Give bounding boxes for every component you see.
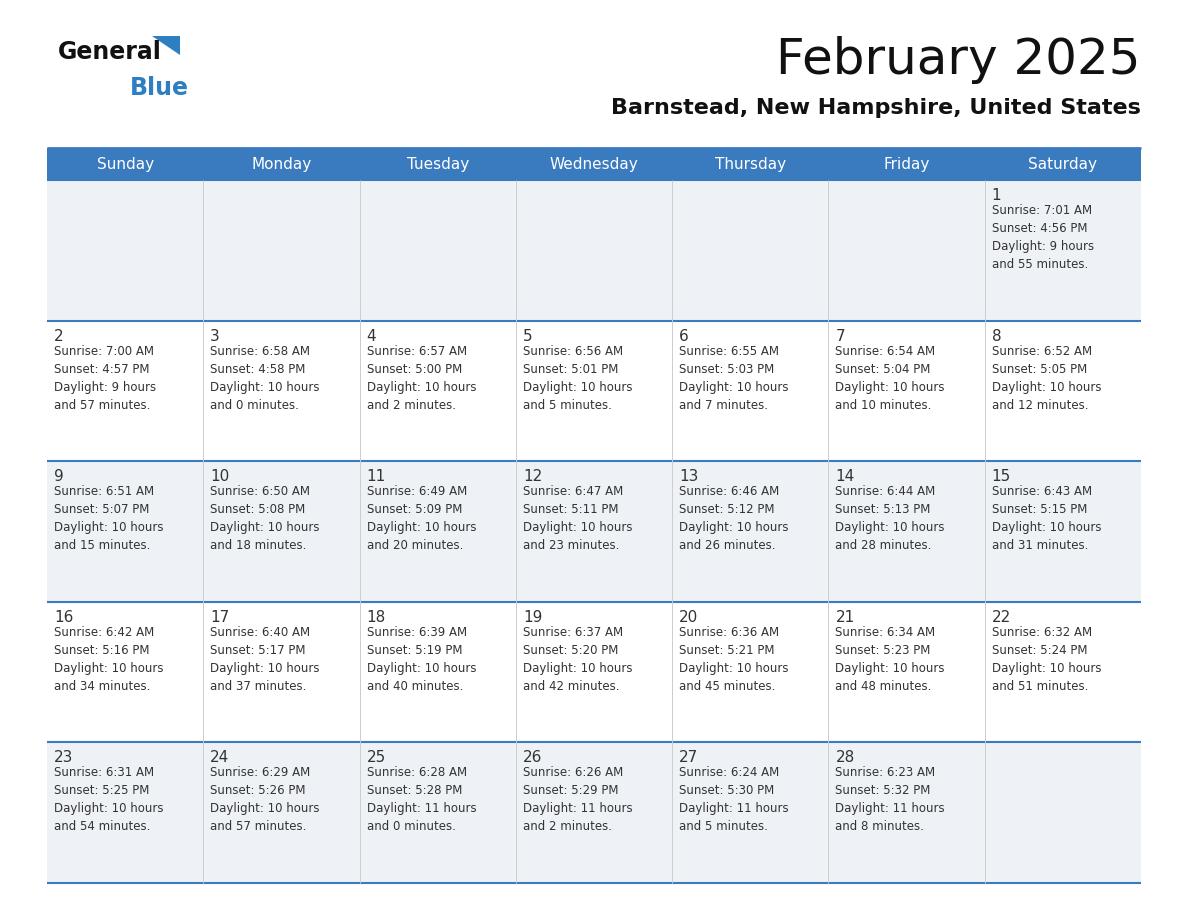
Text: 1: 1 [992,188,1001,203]
Text: Sunrise: 6:44 AM
Sunset: 5:13 PM
Daylight: 10 hours
and 28 minutes.: Sunrise: 6:44 AM Sunset: 5:13 PM Dayligh… [835,486,944,553]
Text: Sunrise: 6:56 AM
Sunset: 5:01 PM
Daylight: 10 hours
and 5 minutes.: Sunrise: 6:56 AM Sunset: 5:01 PM Dayligh… [523,344,632,411]
Text: 28: 28 [835,750,854,766]
Text: Sunrise: 7:00 AM
Sunset: 4:57 PM
Daylight: 9 hours
and 57 minutes.: Sunrise: 7:00 AM Sunset: 4:57 PM Dayligh… [53,344,156,411]
Text: Sunrise: 6:47 AM
Sunset: 5:11 PM
Daylight: 10 hours
and 23 minutes.: Sunrise: 6:47 AM Sunset: 5:11 PM Dayligh… [523,486,632,553]
Bar [48,743,1140,883]
Text: 15: 15 [992,469,1011,484]
Text: 20: 20 [680,610,699,625]
Text: Sunrise: 6:58 AM
Sunset: 4:58 PM
Daylight: 10 hours
and 0 minutes.: Sunrise: 6:58 AM Sunset: 4:58 PM Dayligh… [210,344,320,411]
Text: 23: 23 [53,750,74,766]
Text: Sunrise: 6:57 AM
Sunset: 5:00 PM
Daylight: 10 hours
and 2 minutes.: Sunrise: 6:57 AM Sunset: 5:00 PM Dayligh… [367,344,476,411]
Text: Sunrise: 6:42 AM
Sunset: 5:16 PM
Daylight: 10 hours
and 34 minutes.: Sunrise: 6:42 AM Sunset: 5:16 PM Dayligh… [53,626,164,693]
Text: Sunrise: 6:43 AM
Sunset: 5:15 PM
Daylight: 10 hours
and 31 minutes.: Sunrise: 6:43 AM Sunset: 5:15 PM Dayligh… [992,486,1101,553]
Text: Sunrise: 7:01 AM
Sunset: 4:56 PM
Daylight: 9 hours
and 55 minutes.: Sunrise: 7:01 AM Sunset: 4:56 PM Dayligh… [992,204,1094,271]
Text: Sunrise: 6:50 AM
Sunset: 5:08 PM
Daylight: 10 hours
and 18 minutes.: Sunrise: 6:50 AM Sunset: 5:08 PM Dayligh… [210,486,320,553]
Text: Sunrise: 6:55 AM
Sunset: 5:03 PM
Daylight: 10 hours
and 7 minutes.: Sunrise: 6:55 AM Sunset: 5:03 PM Dayligh… [680,344,789,411]
Text: Barnstead, New Hampshire, United States: Barnstead, New Hampshire, United States [611,98,1140,118]
Text: Thursday: Thursday [715,156,785,172]
Text: Sunrise: 6:28 AM
Sunset: 5:28 PM
Daylight: 11 hours
and 0 minutes.: Sunrise: 6:28 AM Sunset: 5:28 PM Dayligh… [367,767,476,834]
Text: 12: 12 [523,469,542,484]
Text: Sunrise: 6:26 AM
Sunset: 5:29 PM
Daylight: 11 hours
and 2 minutes.: Sunrise: 6:26 AM Sunset: 5:29 PM Dayligh… [523,767,632,834]
Text: General: General [58,40,162,64]
Text: 5: 5 [523,329,532,343]
Text: 17: 17 [210,610,229,625]
Text: 3: 3 [210,329,220,343]
Text: Tuesday: Tuesday [406,156,469,172]
Text: 6: 6 [680,329,689,343]
Text: Blue: Blue [129,76,189,100]
Text: Sunrise: 6:54 AM
Sunset: 5:04 PM
Daylight: 10 hours
and 10 minutes.: Sunrise: 6:54 AM Sunset: 5:04 PM Dayligh… [835,344,944,411]
Text: Sunrise: 6:23 AM
Sunset: 5:32 PM
Daylight: 11 hours
and 8 minutes.: Sunrise: 6:23 AM Sunset: 5:32 PM Dayligh… [835,767,944,834]
Text: Sunrise: 6:49 AM
Sunset: 5:09 PM
Daylight: 10 hours
and 20 minutes.: Sunrise: 6:49 AM Sunset: 5:09 PM Dayligh… [367,486,476,553]
Text: Sunrise: 6:34 AM
Sunset: 5:23 PM
Daylight: 10 hours
and 48 minutes.: Sunrise: 6:34 AM Sunset: 5:23 PM Dayligh… [835,626,944,693]
Text: Sunrise: 6:37 AM
Sunset: 5:20 PM
Daylight: 10 hours
and 42 minutes.: Sunrise: 6:37 AM Sunset: 5:20 PM Dayligh… [523,626,632,693]
Text: Friday: Friday [884,156,930,172]
Text: Sunrise: 6:31 AM
Sunset: 5:25 PM
Daylight: 10 hours
and 54 minutes.: Sunrise: 6:31 AM Sunset: 5:25 PM Dayligh… [53,767,164,834]
Text: Sunday: Sunday [96,156,153,172]
Text: Saturday: Saturday [1029,156,1098,172]
Text: Sunrise: 6:51 AM
Sunset: 5:07 PM
Daylight: 10 hours
and 15 minutes.: Sunrise: 6:51 AM Sunset: 5:07 PM Dayligh… [53,486,164,553]
Text: 7: 7 [835,329,845,343]
Text: February 2025: February 2025 [777,36,1140,84]
Bar [48,180,1140,320]
Text: 26: 26 [523,750,542,766]
Text: 11: 11 [367,469,386,484]
Text: 21: 21 [835,610,854,625]
Text: 18: 18 [367,610,386,625]
Bar [48,148,1140,180]
Text: Sunrise: 6:24 AM
Sunset: 5:30 PM
Daylight: 11 hours
and 5 minutes.: Sunrise: 6:24 AM Sunset: 5:30 PM Dayligh… [680,767,789,834]
Text: 27: 27 [680,750,699,766]
Text: 14: 14 [835,469,854,484]
Text: 16: 16 [53,610,74,625]
Text: Wednesday: Wednesday [550,156,638,172]
Text: 22: 22 [992,610,1011,625]
Text: 10: 10 [210,469,229,484]
Bar [48,602,1140,743]
Bar [48,320,1140,461]
Text: Sunrise: 6:40 AM
Sunset: 5:17 PM
Daylight: 10 hours
and 37 minutes.: Sunrise: 6:40 AM Sunset: 5:17 PM Dayligh… [210,626,320,693]
Text: Monday: Monday [252,156,311,172]
Text: Sunrise: 6:29 AM
Sunset: 5:26 PM
Daylight: 10 hours
and 57 minutes.: Sunrise: 6:29 AM Sunset: 5:26 PM Dayligh… [210,767,320,834]
Text: Sunrise: 6:39 AM
Sunset: 5:19 PM
Daylight: 10 hours
and 40 minutes.: Sunrise: 6:39 AM Sunset: 5:19 PM Dayligh… [367,626,476,693]
Text: Sunrise: 6:36 AM
Sunset: 5:21 PM
Daylight: 10 hours
and 45 minutes.: Sunrise: 6:36 AM Sunset: 5:21 PM Dayligh… [680,626,789,693]
Text: 19: 19 [523,610,542,625]
Polygon shape [152,36,181,55]
Text: Sunrise: 6:32 AM
Sunset: 5:24 PM
Daylight: 10 hours
and 51 minutes.: Sunrise: 6:32 AM Sunset: 5:24 PM Dayligh… [992,626,1101,693]
Bar [48,461,1140,602]
Text: 24: 24 [210,750,229,766]
Text: 2: 2 [53,329,64,343]
Text: Sunrise: 6:52 AM
Sunset: 5:05 PM
Daylight: 10 hours
and 12 minutes.: Sunrise: 6:52 AM Sunset: 5:05 PM Dayligh… [992,344,1101,411]
Text: 9: 9 [53,469,64,484]
Text: 25: 25 [367,750,386,766]
Text: 4: 4 [367,329,377,343]
Text: Sunrise: 6:46 AM
Sunset: 5:12 PM
Daylight: 10 hours
and 26 minutes.: Sunrise: 6:46 AM Sunset: 5:12 PM Dayligh… [680,486,789,553]
Text: 8: 8 [992,329,1001,343]
Text: 13: 13 [680,469,699,484]
